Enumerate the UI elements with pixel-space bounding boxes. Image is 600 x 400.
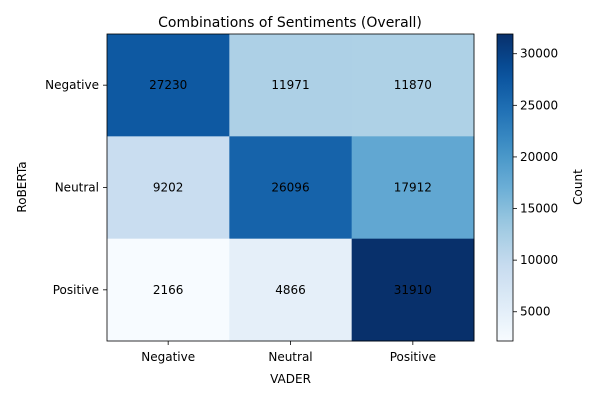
heatmap-cell-2-1 [107, 136, 230, 240]
colorbar-tick-label: 15000 [520, 202, 558, 216]
heatmap-cell-1-1 [107, 34, 230, 137]
heatmap-cell-labels: 27230 11971 11870 9202 26096 17912 2166 4866 319… [149, 78, 432, 297]
y-tick-label: Positive [53, 283, 99, 297]
chart-title: Combinations of Sentiments (Overall) [158, 15, 422, 31]
colorbar-tick-label: 25000 [520, 98, 558, 112]
colorbar-tick-label: 20000 [520, 150, 558, 164]
y-axis-label: RoBERTa [15, 161, 29, 212]
x-tick-label: Neutral [268, 350, 312, 364]
y-axis-ticks: Negative Neutral Positive [45, 78, 107, 297]
cell-value-label: 31910 [394, 283, 432, 297]
colorbar: 5000 10000 15000 20000 25000 30000 [496, 33, 558, 342]
heatmap-cell-2-2 [229, 136, 353, 240]
cell-value-label: 11971 [271, 78, 309, 92]
colorbar-tick-label: 10000 [520, 253, 558, 267]
heatmap-cell-1-2 [229, 34, 353, 137]
heatmap-cell-3-2 [229, 238, 353, 342]
cell-value-label: 17912 [394, 181, 432, 195]
cell-value-label: 26096 [271, 181, 309, 195]
colorbar-gradient [496, 33, 514, 342]
y-tick-label: Negative [45, 78, 99, 92]
cell-value-label: 9202 [153, 181, 184, 195]
x-axis-label: VADER [270, 372, 311, 386]
y-tick-label: Neutral [55, 181, 99, 195]
heatmap-cell-3-3 [351, 238, 475, 342]
colorbar-label: Count [571, 169, 585, 205]
cell-value-label: 27230 [149, 78, 187, 92]
x-tick-label: Negative [141, 350, 195, 364]
x-tick-label: Positive [390, 350, 436, 364]
heatmap-cell-3-1 [107, 238, 230, 342]
colorbar-tick-label: 5000 [520, 305, 551, 319]
cell-value-label: 2166 [153, 283, 184, 297]
heatmap-cell-2-3 [351, 136, 475, 240]
heatmap-cell-1-3 [351, 34, 475, 137]
plot-frame [106, 33, 475, 342]
x-axis-ticks: Negative Neutral Positive [141, 341, 436, 364]
cell-value-label: 4866 [275, 283, 306, 297]
heatmap-cells [107, 34, 475, 342]
colorbar-tick-label: 30000 [520, 47, 558, 61]
cell-value-label: 11870 [394, 78, 432, 92]
